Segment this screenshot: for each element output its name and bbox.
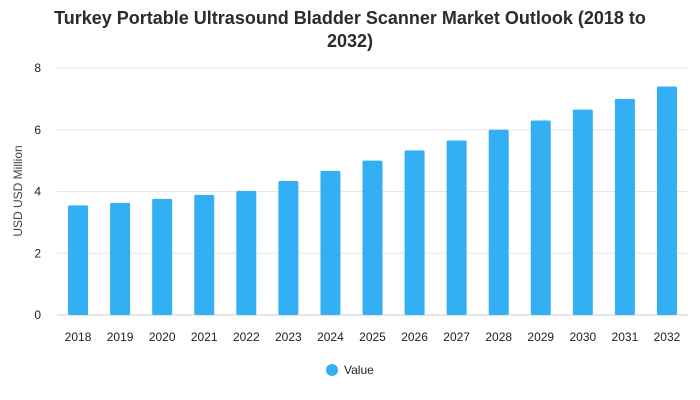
y-tick-label-2: 2 (34, 246, 41, 260)
x-tick-label-2031: 2031 (612, 330, 639, 344)
x-tick-label-2019: 2019 (107, 330, 134, 344)
bar-2019[interactable] (110, 202, 131, 315)
y-axis-title: USD USD Million (11, 145, 25, 236)
x-tick-label-2027: 2027 (443, 330, 470, 344)
x-tick-label-2032: 2032 (654, 330, 681, 344)
y-axis-tick-labels: 0 2 4 6 8 (34, 61, 41, 322)
bar-2018[interactable] (68, 205, 89, 315)
x-tick-label-2022: 2022 (233, 330, 260, 344)
x-axis-tick-labels: 2018 2019 2020 2021 2022 2023 2024 2025 2026 2027… (65, 330, 681, 344)
x-tick-label-2024: 2024 (317, 330, 344, 344)
bar-2022[interactable] (236, 190, 257, 315)
x-tick-label-2026: 2026 (401, 330, 428, 344)
legend-label-value[interactable]: Value (344, 363, 374, 377)
bar-2020[interactable] (152, 198, 173, 315)
x-tick-label-2029: 2029 (527, 330, 554, 344)
chart-title: Turkey Portable Ultrasound Bladder Scann… (54, 8, 646, 51)
bar-2027[interactable] (446, 140, 467, 315)
x-tick-label-2018: 2018 (65, 330, 92, 344)
x-tick-label-2028: 2028 (485, 330, 512, 344)
y-tick-label-6: 6 (34, 123, 41, 137)
chart-title-line-2: 2032) (327, 31, 373, 51)
bar-2026[interactable] (404, 150, 425, 315)
bar-series-value (68, 86, 677, 316)
x-tick-label-2030: 2030 (569, 330, 596, 344)
bar-2024[interactable] (320, 170, 341, 315)
legend-marker-value[interactable] (326, 364, 338, 376)
y-tick-label-0: 0 (34, 308, 41, 322)
bar-2029[interactable] (530, 120, 551, 315)
bar-2031[interactable] (614, 98, 635, 315)
bar-2030[interactable] (572, 109, 593, 316)
legend[interactable]: Value (326, 363, 374, 377)
bar-2021[interactable] (194, 194, 215, 315)
y-tick-label-4: 4 (34, 185, 41, 199)
x-tick-label-2023: 2023 (275, 330, 302, 344)
x-tick-label-2025: 2025 (359, 330, 386, 344)
bar-2023[interactable] (278, 181, 299, 315)
bar-2028[interactable] (488, 129, 509, 315)
bar-2025[interactable] (362, 160, 383, 315)
bar-2032[interactable] (656, 86, 677, 316)
y-tick-label-8: 8 (34, 61, 41, 75)
x-tick-label-2021: 2021 (191, 330, 218, 344)
x-tick-label-2020: 2020 (149, 330, 176, 344)
chart-title-line-1: Turkey Portable Ultrasound Bladder Scann… (54, 8, 646, 28)
